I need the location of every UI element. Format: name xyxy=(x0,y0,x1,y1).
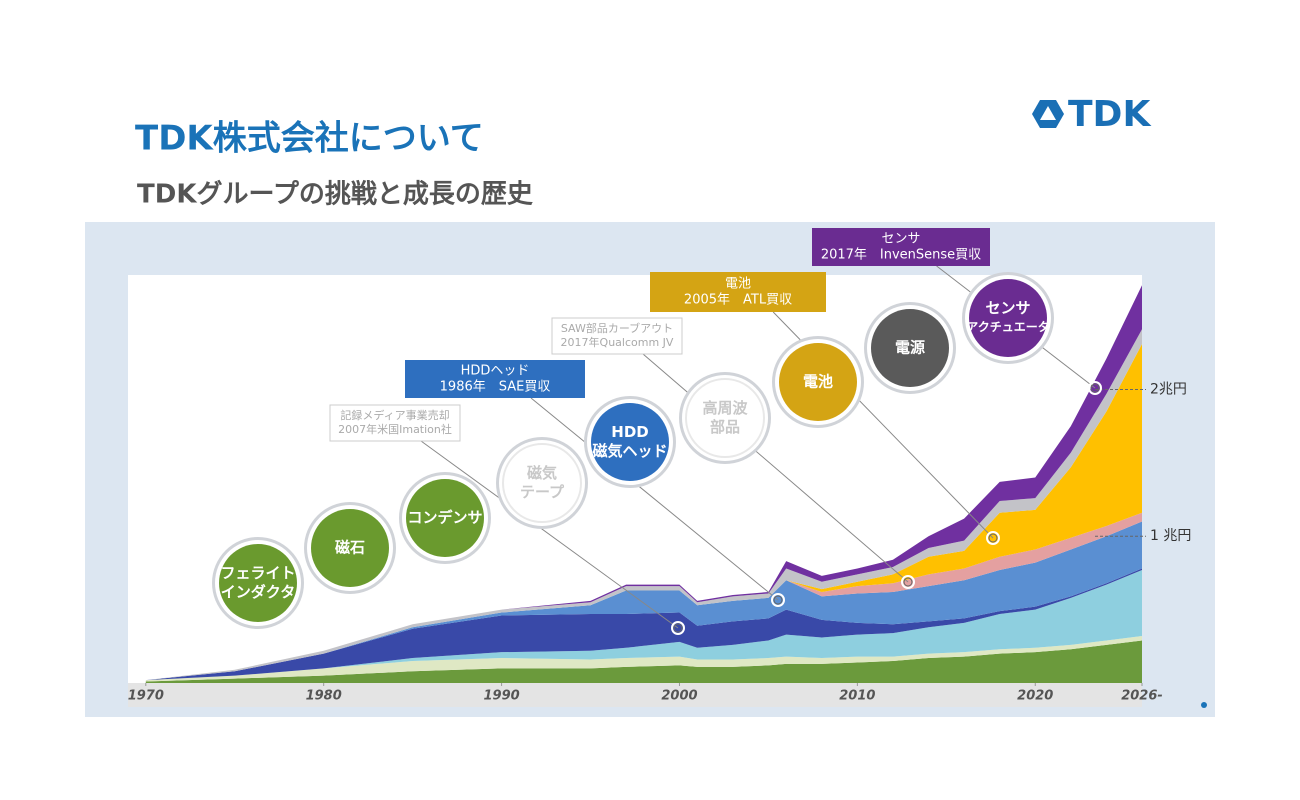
logo: TDK xyxy=(1032,94,1151,135)
bubble-core xyxy=(969,279,1047,357)
bubble-core xyxy=(219,544,297,622)
x-tick-label: 2026- xyxy=(1121,689,1163,704)
y-tick-label: 2兆円 xyxy=(1150,381,1187,397)
callout-text: SAW部品カーブアウト xyxy=(561,321,673,335)
subtitle: TDKグループの挑戦と成長の歴史 xyxy=(137,180,534,210)
leader-point xyxy=(771,593,785,607)
x-tick-label: 1970 xyxy=(128,689,164,704)
callout-box xyxy=(405,360,585,398)
bubble-text: HDD xyxy=(611,423,648,441)
callout-box xyxy=(329,404,461,442)
y-tick-label: 1 兆円 xyxy=(1150,528,1191,544)
callout-text: 2007年米国Imation社 xyxy=(338,422,452,436)
bubble-text: センサ xyxy=(985,299,1030,317)
bubble-core xyxy=(311,509,389,587)
callout-text: センサ xyxy=(881,232,920,247)
bubble: コンデンサ xyxy=(399,472,491,564)
bubble-text: フェライト xyxy=(220,564,295,582)
area xyxy=(145,569,1142,681)
callout-text: 電池 xyxy=(725,277,751,292)
callout-text: 記録メディア事業売却 xyxy=(340,408,449,422)
leader-point xyxy=(986,531,1000,545)
bubble-core xyxy=(871,309,949,387)
callout-box xyxy=(551,317,683,355)
bubble-text: アクチュエータ xyxy=(966,320,1049,334)
x-tick-label: 1980 xyxy=(306,689,342,704)
callout-box xyxy=(650,272,826,312)
leader-point-inner xyxy=(903,577,913,587)
callout-text: 2005年 ATL買収 xyxy=(684,293,792,308)
callout-text: 1986年 SAE買収 xyxy=(440,380,551,395)
leader-point-inner xyxy=(1090,383,1100,393)
bubble-text: 高周波 xyxy=(702,399,748,417)
x-tick-label: 2010 xyxy=(839,689,875,704)
dot xyxy=(1201,702,1207,708)
bubble-core xyxy=(406,479,484,557)
leader-point-inner xyxy=(773,595,783,605)
title: TDK株式会社について xyxy=(135,119,484,159)
bubble-text: 電池 xyxy=(803,373,833,391)
bubble-core xyxy=(685,378,765,458)
leader-point-inner xyxy=(988,533,998,543)
bubble: 磁石 xyxy=(304,502,396,594)
leader-point xyxy=(901,575,915,589)
callout-text: HDDヘッド xyxy=(461,364,530,379)
leader-point-inner xyxy=(673,623,683,633)
area xyxy=(145,640,1142,683)
bubble-text: 電源 xyxy=(895,339,925,357)
bubble-text: 磁石 xyxy=(335,539,365,557)
bubble-core xyxy=(502,443,582,523)
x-tick-label: 1990 xyxy=(483,689,519,704)
bubble: 電池 xyxy=(772,336,864,428)
logo-emblem-inner xyxy=(1040,106,1056,120)
x-tick-label: 2020 xyxy=(1017,689,1053,704)
bubble: 電源 xyxy=(864,302,956,394)
bubble-text: コンデンサ xyxy=(407,509,482,527)
area xyxy=(145,568,1142,681)
leader-line xyxy=(420,440,679,629)
bubble-text: 部品 xyxy=(710,418,740,436)
logo-text: TDK xyxy=(1068,94,1151,135)
bubble-text: 磁気 xyxy=(527,464,557,482)
callout-text: 2017年 InvenSense買収 xyxy=(821,248,981,263)
leader-point xyxy=(1088,381,1102,395)
bubble-text: テープ xyxy=(520,483,565,501)
area xyxy=(145,636,1142,682)
bubble-text: 磁気ヘッド xyxy=(592,442,667,460)
bubble-text: インダクタ xyxy=(221,583,295,601)
bubble-core xyxy=(591,403,669,481)
x-axis-band xyxy=(128,683,1142,707)
leader-line xyxy=(530,397,779,601)
area xyxy=(145,521,1142,681)
x-tick-label: 2000 xyxy=(661,689,697,704)
callout-text: 2017年Qualcomm JV xyxy=(561,335,674,349)
callout-box xyxy=(812,228,990,266)
bubble-core xyxy=(779,343,857,421)
leader-point xyxy=(671,621,685,635)
